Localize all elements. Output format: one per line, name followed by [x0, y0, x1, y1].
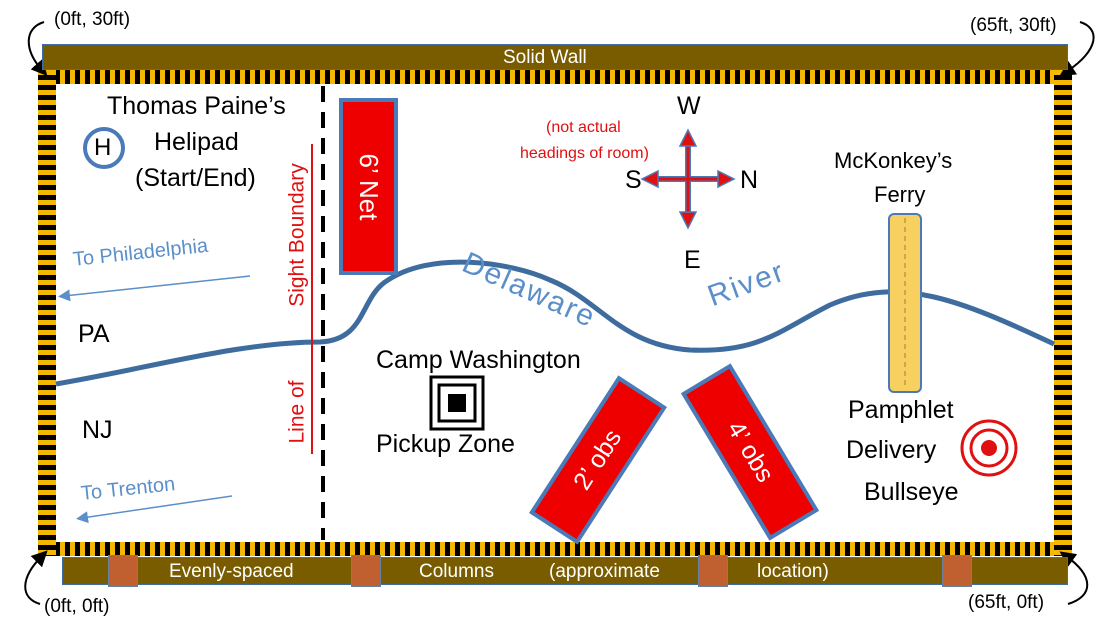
- corner-label-top-right: (65ft, 30ft): [970, 15, 1057, 36]
- delivery-label-1: Pamphlet: [848, 396, 954, 424]
- obs4-label: 4’ obs: [700, 416, 800, 487]
- corner-arrow-bottom-right: [1059, 551, 1089, 605]
- corner-label-bottom-left: (0ft, 0ft): [44, 596, 110, 617]
- compass-icon: [640, 128, 736, 230]
- column-marker: [698, 555, 728, 587]
- net-obstacle: [339, 98, 398, 275]
- delaware-river: [55, 259, 1056, 387]
- obstacle-2ft: [529, 375, 667, 545]
- compass-w: W: [677, 92, 701, 120]
- line-of-label: Line of: [282, 370, 312, 454]
- state-pa: PA: [78, 320, 110, 348]
- sight-boundary-underline: [311, 144, 313, 454]
- helipad-label-3: (Start/End): [135, 164, 256, 192]
- helipad-icon: [83, 127, 125, 169]
- net-label: 6’ Net: [341, 100, 396, 273]
- corner-arrow-top-right: [1059, 21, 1095, 77]
- philadelphia-arrow: [58, 275, 251, 302]
- compass-note-1: (not actual: [546, 119, 621, 136]
- corner-label-bottom-right: (65ft, 0ft): [968, 592, 1045, 613]
- top-wall-label: Solid Wall: [503, 47, 587, 68]
- camp-washington-label: Camp Washington: [376, 346, 581, 374]
- compass-e: E: [684, 246, 701, 274]
- hazard-border-top: [38, 70, 1072, 84]
- compass-s: S: [625, 166, 642, 194]
- net-text: 6’ Net: [353, 153, 384, 220]
- pickup-zone-label: Pickup Zone: [376, 430, 515, 458]
- top-wall: Solid Wall: [42, 44, 1068, 70]
- hazard-border-left: [38, 70, 56, 556]
- column-marker: [351, 555, 381, 587]
- bottom-wall: Evenly-spaced Columns (approximate locat…: [62, 555, 1068, 587]
- column-marker: [942, 555, 972, 587]
- trenton-arrow: [76, 495, 233, 524]
- corner-label-top-left: (0ft, 30ft): [54, 9, 131, 30]
- corner-arrow-bottom-left: [24, 550, 48, 605]
- bottom-wall-label-3: (approximate: [549, 561, 660, 582]
- bottom-wall-label-1: Evenly-spaced: [169, 561, 294, 582]
- hazard-border-bottom: [38, 542, 1072, 556]
- column-marker: [108, 555, 138, 587]
- obs2-label: 2’ obs: [548, 425, 648, 495]
- delivery-label-2: Delivery: [846, 436, 937, 464]
- bullseye-icon: [960, 419, 1018, 477]
- line-of-text: Line of: [285, 380, 309, 444]
- state-nj: NJ: [82, 416, 113, 444]
- helipad-label-2: Helipad: [154, 128, 239, 156]
- bottom-wall-label-4: location): [757, 561, 829, 582]
- compass-note-2: headings of room): [520, 145, 649, 162]
- sight-boundary-text: Sight Boundary: [285, 163, 309, 307]
- ferry-label-2: Ferry: [874, 182, 926, 207]
- sight-boundary-label: Sight Boundary: [282, 144, 312, 326]
- obstacle-4ft: [680, 363, 820, 541]
- helipad-symbol: H: [94, 134, 112, 161]
- delivery-label-3: Bullseye: [864, 478, 959, 506]
- bottom-wall-label-2: Columns: [419, 561, 494, 582]
- pickup-zone-icon: [429, 375, 485, 431]
- ferry-label-1: McKonkey’s: [834, 148, 953, 173]
- corner-arrow-top-left: [27, 21, 48, 76]
- hazard-border-right: [1054, 70, 1072, 556]
- compass-n: N: [740, 166, 759, 194]
- helipad-label-1: Thomas Paine’s: [107, 92, 286, 120]
